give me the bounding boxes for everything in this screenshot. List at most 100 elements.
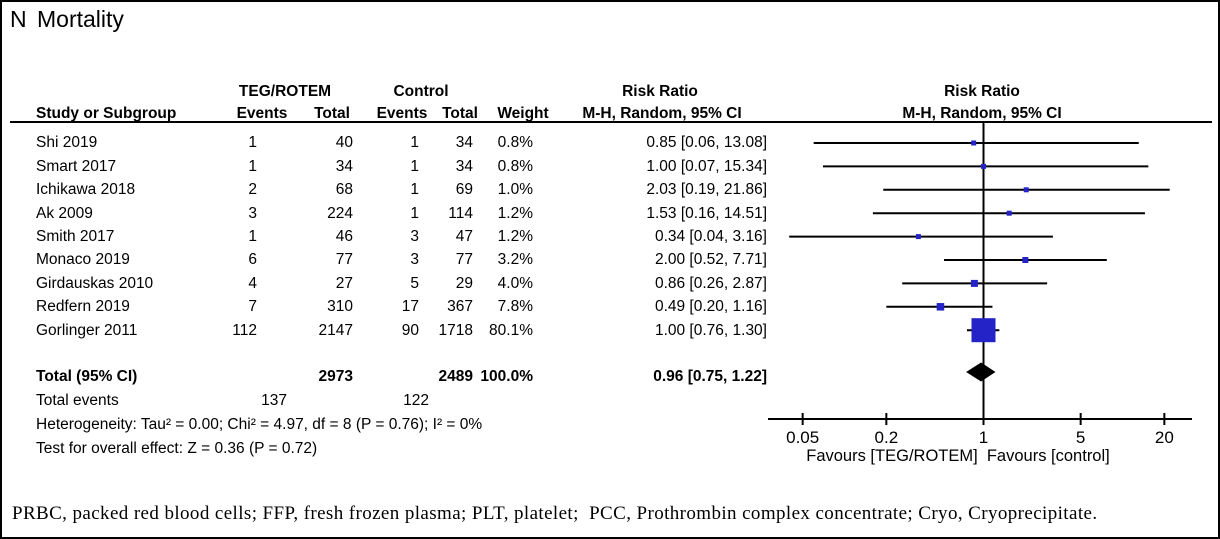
- teg-total: 40: [335, 134, 353, 152]
- weight: 3.2%: [497, 251, 533, 269]
- study-name: Shi 2019: [36, 134, 98, 152]
- total-label: Total (95% CI): [36, 368, 138, 385]
- risk-ratio-ci: 1.53 [0.16, 14.51]: [646, 204, 767, 222]
- heterogeneity-stats: Heterogeneity: Tau² = 0.00; Chi² = 4.97,…: [36, 416, 483, 433]
- study-name: Redfern 2019: [36, 298, 130, 316]
- risk-ratio-ci: 0.34 [0.04, 3.16]: [654, 227, 767, 245]
- study-name: Smart 2017: [36, 157, 117, 175]
- header-underline: [10, 121, 1212, 123]
- control-total: 1718: [438, 321, 473, 339]
- teg-total: 2147: [318, 321, 353, 339]
- total-events-teg: 137: [261, 392, 287, 409]
- study-name: Ichikawa 2018: [36, 181, 136, 199]
- control-events: 90: [401, 321, 419, 339]
- study-name: Gorlinger 2011: [36, 321, 138, 339]
- teg-events: 1: [248, 227, 257, 245]
- risk-ratio-column-title: Risk Ratio: [622, 83, 698, 100]
- control-total: 34: [455, 134, 473, 152]
- weight: 7.8%: [497, 298, 533, 316]
- study-row: Smith 2017 1 46 3 47 1.2% 0.34 [0.04, 3.16]: [2, 225, 772, 248]
- axis-tick-label: 20: [1155, 428, 1174, 447]
- teg-events: 6: [248, 251, 257, 269]
- study-name: Smith 2017: [36, 227, 115, 245]
- control-events: 1: [410, 181, 419, 199]
- teg-events: 4: [248, 274, 257, 292]
- teg-total: 77: [335, 251, 353, 269]
- risk-ratio-ci: 2.00 [0.52, 7.71]: [654, 251, 767, 269]
- total-row: Total (95% CI) 2973 2489 100.0% 0.96 [0.…: [2, 365, 772, 388]
- axis-tick-label: 5: [1076, 428, 1085, 447]
- weight: 0.8%: [497, 134, 533, 152]
- control-events: 3: [410, 227, 419, 245]
- column-header-risk-ratio: M-H, Random, 95% CI: [582, 105, 742, 122]
- weight: 4.0%: [497, 274, 533, 292]
- effect-square: [981, 163, 986, 169]
- teg-total: 310: [327, 298, 353, 316]
- column-header-study: Study or Subgroup: [36, 105, 177, 122]
- control-events: 1: [410, 157, 419, 175]
- teg-events: 1: [248, 157, 257, 175]
- study-name: Ak 2009: [36, 204, 93, 222]
- control-events: 3: [410, 251, 419, 269]
- study-row: Ak 2009 3 224 1 114 1.2% 1.53 [0.16, 14.51]: [2, 202, 772, 225]
- total-events-label: Total events: [36, 392, 119, 409]
- total-teg-total: 2973: [318, 368, 353, 385]
- column-header-control-events: Events: [376, 105, 428, 122]
- teg-total: 27: [335, 274, 353, 292]
- weight: 1.0%: [497, 181, 533, 199]
- study-row: Redfern 2019 7 310 17 367 7.8% 0.49 [0.20, 1.1…: [2, 295, 772, 318]
- risk-ratio-ci: 1.00 [0.76, 1.30]: [654, 321, 767, 339]
- axis-tick-label: 1: [979, 428, 988, 447]
- study-row: Monaco 2019 6 77 3 77 3.2% 2.00 [0.52, 7.71]: [2, 248, 772, 271]
- effect-square: [1022, 257, 1029, 263]
- control-total: 34: [455, 157, 473, 175]
- risk-ratio-ci: 0.85 [0.06, 13.08]: [646, 134, 767, 152]
- column-header-control-total: Total: [442, 105, 478, 122]
- study-row: Girdauskas 2010 4 27 5 29 4.0% 0.86 [0.26, 2.8…: [2, 272, 772, 295]
- control-total: 69: [455, 181, 473, 199]
- study-name: Monaco 2019: [36, 251, 130, 269]
- effect-square: [970, 279, 978, 287]
- effect-square: [936, 303, 945, 311]
- teg-total: 68: [335, 181, 353, 199]
- teg-total: 224: [327, 204, 353, 222]
- study-row: Gorlinger 2011 112 2147 90 1718 80.1% 1.00 [0.…: [2, 319, 772, 342]
- risk-ratio-plot-title: Risk Ratio: [944, 83, 1020, 100]
- effect-square: [1023, 187, 1029, 193]
- control-events: 1: [410, 134, 419, 152]
- column-header-weight: Weight: [497, 105, 549, 122]
- abbreviations-caption: PRBC, packed red blood cells; FFP, fresh…: [12, 503, 1098, 524]
- risk-ratio-ci: 2.03 [0.19, 21.86]: [646, 181, 767, 199]
- column-header-teg-total: Total: [314, 105, 350, 122]
- teg-events: 2: [248, 181, 257, 199]
- control-events: 5: [410, 274, 419, 292]
- risk-ratio-ci: 0.49 [0.20, 1.16]: [654, 298, 767, 316]
- teg-events: 3: [248, 204, 257, 222]
- total-control-total: 2489: [438, 368, 473, 385]
- study-row: Shi 2019 1 40 1 34 0.8% 0.85 [0.06, 13.08]: [2, 131, 772, 154]
- effect-square: [915, 234, 921, 240]
- teg-total: 34: [335, 157, 353, 175]
- teg-events: 7: [248, 298, 257, 316]
- study-name: Girdauskas 2010: [36, 274, 154, 292]
- overall-diamond: [966, 362, 996, 382]
- overall-effect-test: Test for overall effect: Z = 0.36 (P = 0…: [36, 440, 318, 457]
- figure-title: Mortality: [37, 6, 124, 32]
- total-events-row: Total events 137 122: [2, 389, 772, 412]
- panel-label: N: [10, 6, 27, 32]
- study-row: Ichikawa 2018 2 68 1 69 1.0% 2.03 [0.19, 21.86…: [2, 178, 772, 201]
- control-events: 17: [401, 298, 419, 316]
- plot-header-risk-ratio: M-H, Random, 95% CI: [902, 105, 1062, 122]
- risk-ratio-ci: 0.86 [0.26, 2.87]: [654, 274, 767, 292]
- weight: 1.2%: [497, 227, 533, 245]
- effect-square: [1006, 210, 1012, 216]
- control-total: 114: [448, 204, 473, 222]
- control-events: 1: [410, 204, 419, 222]
- total-weight: 100.0%: [480, 368, 533, 385]
- teg-events: 1: [248, 134, 257, 152]
- axis-tick-label: 0.05: [786, 428, 819, 447]
- column-group-control: Control: [393, 83, 449, 100]
- total-events-control: 122: [403, 392, 429, 409]
- column-header-teg-events: Events: [236, 105, 288, 122]
